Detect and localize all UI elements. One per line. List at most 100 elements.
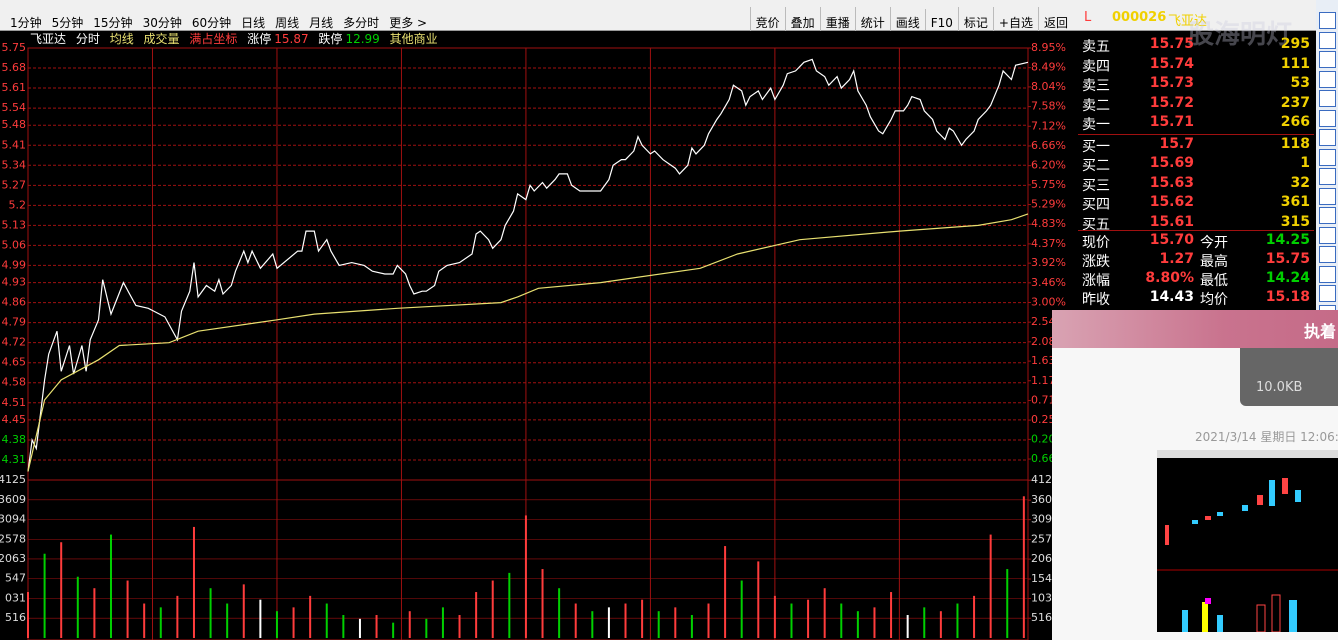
stat-label: 现价 bbox=[1082, 235, 1110, 251]
volume-bar bbox=[973, 595, 976, 638]
book-volume: 1 bbox=[1300, 155, 1310, 171]
tab[interactable]: 多分时 bbox=[343, 16, 380, 30]
y-tick-label: 5.48 bbox=[2, 118, 27, 131]
tab[interactable]: 30分钟 bbox=[142, 16, 182, 30]
y2-tick-label: 7.12% bbox=[1031, 119, 1066, 132]
stat-value: 8.80% bbox=[1145, 270, 1194, 286]
book-label: 买二 bbox=[1082, 158, 1110, 174]
tab-tool[interactable]: 统计 bbox=[854, 7, 890, 31]
volume-bar bbox=[309, 595, 312, 638]
tool-icon[interactable] bbox=[1319, 12, 1336, 29]
volume-bar bbox=[375, 615, 378, 638]
y-tick-label: 4.65 bbox=[2, 356, 27, 369]
flag: L bbox=[1084, 10, 1092, 25]
volume-bar bbox=[93, 588, 96, 638]
stat-row: 现价 15.70 今开 14.25 bbox=[1078, 232, 1314, 251]
volume-bar bbox=[242, 584, 245, 638]
tool-icon[interactable] bbox=[1319, 207, 1336, 224]
stat-label: 涨跌 bbox=[1082, 254, 1110, 270]
tool-icon[interactable] bbox=[1319, 246, 1336, 263]
stat-value: 15.18 bbox=[1265, 289, 1310, 305]
tab-tool[interactable]: F10 bbox=[924, 9, 958, 30]
tab-tool[interactable]: +自选 bbox=[992, 7, 1038, 31]
tab-tool[interactable]: 标记 bbox=[957, 7, 993, 31]
book-volume: 111 bbox=[1280, 55, 1310, 72]
tab-tool[interactable]: 画线 bbox=[889, 7, 925, 31]
tab-tool[interactable]: 叠加 bbox=[784, 7, 820, 31]
thumbnail bbox=[1157, 450, 1338, 632]
tool-icon[interactable] bbox=[1319, 226, 1336, 244]
tab[interactable]: 1分钟 bbox=[10, 16, 42, 30]
volume-bar bbox=[126, 580, 129, 638]
y2-tick-label: 4.83% bbox=[1031, 217, 1066, 230]
y-tick-label: 4.72 bbox=[2, 336, 27, 349]
volume-bar bbox=[325, 603, 328, 638]
book-volume: 32 bbox=[1290, 174, 1310, 191]
volume-bar bbox=[475, 592, 478, 638]
book-label: 卖三 bbox=[1082, 78, 1110, 94]
volume-bar bbox=[607, 607, 610, 638]
book-row: 卖四 15.74 111 bbox=[1078, 56, 1314, 75]
tool-icon[interactable] bbox=[1319, 51, 1336, 68]
y2-tick-label: 5.29% bbox=[1031, 198, 1066, 211]
tab[interactable]: 15分钟 bbox=[93, 16, 133, 30]
y2-tick-label: 206 bbox=[1031, 552, 1052, 565]
stat-row: 昨收 14.43 均价 15.18 bbox=[1078, 289, 1314, 308]
tool-icon[interactable] bbox=[1319, 148, 1336, 166]
file-size: 10.0KB bbox=[1256, 380, 1303, 395]
y-tick-label: 5.34 bbox=[2, 158, 27, 171]
y-tick-label: 5.13 bbox=[2, 218, 27, 231]
tab-tool[interactable]: 重播 bbox=[819, 7, 855, 31]
y2-tick-label: 360 bbox=[1031, 493, 1052, 506]
tab-tool[interactable]: 返回 bbox=[1037, 7, 1073, 31]
volume-bar bbox=[524, 515, 527, 638]
stat-row: 涨跌 1.27 最高 15.75 bbox=[1078, 251, 1314, 270]
volume-bar bbox=[392, 622, 395, 638]
tab[interactable]: 日线 bbox=[241, 16, 266, 30]
y-tick-label: 5.75 bbox=[2, 41, 27, 54]
tool-icon[interactable] bbox=[1319, 285, 1336, 302]
tab[interactable]: 月线 bbox=[309, 16, 334, 30]
tab[interactable]: 更多 > bbox=[389, 16, 428, 30]
tool-icon[interactable] bbox=[1319, 109, 1336, 127]
volume-bar bbox=[657, 611, 660, 638]
book-label: 买三 bbox=[1082, 177, 1110, 194]
separator bbox=[1078, 230, 1314, 231]
stat-label: 昨收 bbox=[1082, 292, 1110, 308]
volume-bar bbox=[508, 572, 511, 638]
volume-bar bbox=[989, 534, 992, 638]
volume-bar bbox=[76, 576, 79, 638]
tool-icon[interactable] bbox=[1319, 187, 1336, 205]
stat-value: 15.75 bbox=[1265, 251, 1310, 267]
tab[interactable]: 周线 bbox=[275, 16, 300, 30]
price-line bbox=[27, 213, 1029, 472]
tool-icon[interactable] bbox=[1319, 168, 1336, 185]
volume-bar bbox=[674, 607, 677, 638]
name: 飞亚达 bbox=[1168, 14, 1208, 29]
tool-icon[interactable] bbox=[1319, 129, 1336, 146]
y-tick-label: 5.2 bbox=[9, 198, 27, 211]
tab[interactable]: 60分钟 bbox=[191, 16, 232, 30]
book-label: 卖四 bbox=[1082, 58, 1110, 75]
tool-icon[interactable] bbox=[1319, 70, 1336, 88]
y-tick-label: 031 bbox=[5, 592, 26, 605]
volume-bar bbox=[574, 603, 577, 638]
tab-tool[interactable]: 竞价 bbox=[749, 7, 785, 31]
tab[interactable]: 5分钟 bbox=[51, 16, 84, 30]
volume-bar bbox=[641, 599, 644, 638]
volume-bar bbox=[43, 553, 46, 638]
tool-icon[interactable] bbox=[1319, 31, 1336, 49]
tool-icon[interactable] bbox=[1319, 265, 1336, 283]
stat-label: 最高 bbox=[1200, 254, 1228, 270]
stat-label: 涨幅 bbox=[1082, 273, 1110, 289]
book-volume: 295 bbox=[1280, 36, 1310, 52]
volume-bar bbox=[109, 534, 112, 638]
y2-tick-label: 309 bbox=[1031, 513, 1052, 526]
volume-label: 成交量 bbox=[143, 32, 180, 46]
popup-header: 执着 bbox=[1052, 310, 1338, 348]
y2-tick-label: 6.20% bbox=[1031, 159, 1066, 172]
separator bbox=[1078, 134, 1314, 135]
tool-icon[interactable] bbox=[1319, 90, 1336, 107]
book-row: 买二 15.69 1 bbox=[1078, 155, 1314, 174]
volume-bar bbox=[27, 592, 29, 638]
